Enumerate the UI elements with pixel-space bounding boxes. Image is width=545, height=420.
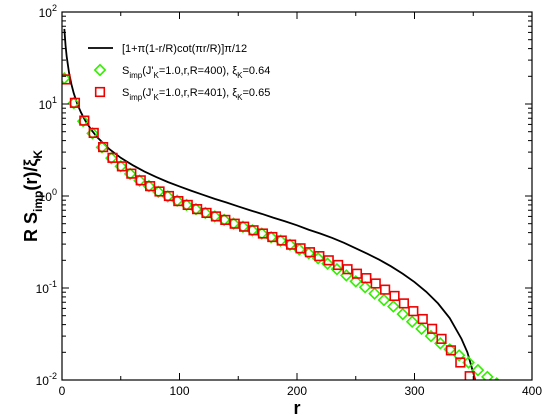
legend-subscript: K: [237, 93, 243, 102]
series-r401-point: [163, 190, 175, 202]
series-r401-point: [408, 306, 419, 317]
y-axis-title-sub: imp: [31, 191, 45, 212]
x-axis-title: r: [293, 398, 300, 418]
legend-text-run: (J': [142, 65, 153, 77]
y-tick-base: 10: [36, 374, 50, 388]
series-r401-point: [79, 115, 90, 126]
series-r400-point: [368, 287, 381, 300]
y-tick-exponent: 0: [52, 187, 57, 197]
y-tick-label: 101: [39, 95, 57, 112]
series-r401-point: [135, 175, 146, 186]
y-tick-base: 10: [39, 6, 53, 20]
legend-subscript: K: [154, 71, 160, 80]
x-tick-label: 100: [169, 384, 189, 398]
legend-subscript: K: [154, 93, 160, 102]
y-tick-exponent: -1: [49, 279, 57, 289]
legend-entry-label: Simp(J'K=1.0,r,R=400), ξK=0.64: [122, 65, 270, 80]
x-tick-label: 0: [59, 384, 66, 398]
series-r401-point: [427, 323, 438, 334]
series-r401-point: [173, 196, 184, 207]
legend-text-run: =1.0,r,R=401), ξ: [159, 87, 237, 99]
series-r400-point: [377, 293, 391, 307]
series-r400-point: [387, 300, 400, 313]
legend-subscript: imp: [129, 71, 142, 80]
legend: [1+π(1-r/R)cot(πr/R)]π/12Simp(J'K=1.0,r,…: [88, 43, 270, 102]
y-tick-label: 10-1: [36, 279, 57, 296]
series-r401-point: [361, 273, 372, 284]
series-r400-point: [358, 280, 372, 294]
legend-text-run: =0.64: [243, 65, 271, 77]
series-r400-point: [396, 307, 410, 321]
y-tick-label: 100: [39, 187, 57, 204]
y-tick-label: 102: [39, 3, 57, 20]
x-tick-label: 300: [404, 384, 424, 398]
series-r401-point: [220, 214, 231, 225]
series-r401-point: [323, 255, 334, 266]
series-r401-point: [145, 181, 156, 192]
series-r400-point: [349, 275, 363, 288]
legend-subscript: imp: [129, 93, 142, 102]
series-r401-point: [69, 97, 81, 108]
legend-swatch-marker: [94, 86, 106, 98]
plot-frame: [61, 11, 533, 381]
legend-text-run: =1.0,r,R=400), ξ: [159, 65, 237, 77]
series-r401-point: [276, 235, 287, 246]
series-r401-point: [398, 298, 410, 309]
series-r401-point: [126, 168, 137, 179]
legend-entry-label: [1+π(1-r/R)cot(πr/R)]π/12: [122, 43, 247, 55]
y-axis-title-sub2: K: [31, 150, 45, 159]
legend-swatch-marker: [93, 63, 107, 77]
series-r400-point: [424, 329, 438, 343]
y-tick-label: 10-2: [36, 371, 57, 388]
legend-entry-label: Simp(J'K=1.0,r,R=401), ξK=0.65: [122, 87, 270, 102]
series-r401-point: [389, 290, 400, 302]
legend-text-run: (J': [142, 87, 153, 99]
series-r401-point: [192, 204, 203, 215]
series-r400-point: [481, 370, 494, 380]
series-r401-point: [107, 152, 118, 163]
legend-text-run: =0.65: [243, 87, 271, 99]
series-r401-point: [436, 333, 447, 344]
y-axis-title-mid: (r)/ξ: [21, 159, 42, 191]
y-tick-exponent: -2: [49, 371, 57, 381]
legend-text-run: S: [122, 87, 129, 99]
series-r401-point: [239, 221, 250, 232]
series-r400-point: [405, 315, 419, 329]
y-axis-title-main: R S: [21, 212, 41, 242]
y-tick-exponent: 1: [52, 95, 57, 105]
series-layer: [62, 28, 500, 380]
y-tick-base: 10: [36, 282, 50, 296]
series-r401-point: [445, 345, 457, 356]
y-tick-base: 10: [39, 98, 53, 112]
series-r401-point: [417, 313, 428, 325]
y-tick-exponent: 2: [52, 3, 57, 13]
series-r401-point: [370, 278, 381, 289]
series-r401-point: [116, 161, 128, 172]
series-r401-point: [98, 142, 109, 153]
series-r400-point: [415, 322, 428, 336]
series-r401-point: [88, 127, 99, 139]
legend-text-run: S: [122, 65, 129, 77]
series-r401-point: [380, 284, 391, 295]
legend-text-run: [1+π(1-r/R)cot(πr/R)]π/12: [122, 43, 247, 55]
y-tick-base: 10: [39, 190, 53, 204]
series-r400-point: [471, 363, 485, 377]
x-tick-label: 400: [522, 384, 542, 398]
y-axis-title: R Simp(r)/ξK: [21, 150, 45, 242]
x-tick-label: 200: [287, 384, 307, 398]
series-r401-point: [455, 357, 466, 368]
series-r401-point: [62, 74, 71, 85]
series-r401-point: [464, 371, 475, 380]
legend-subscript: K: [237, 71, 243, 80]
